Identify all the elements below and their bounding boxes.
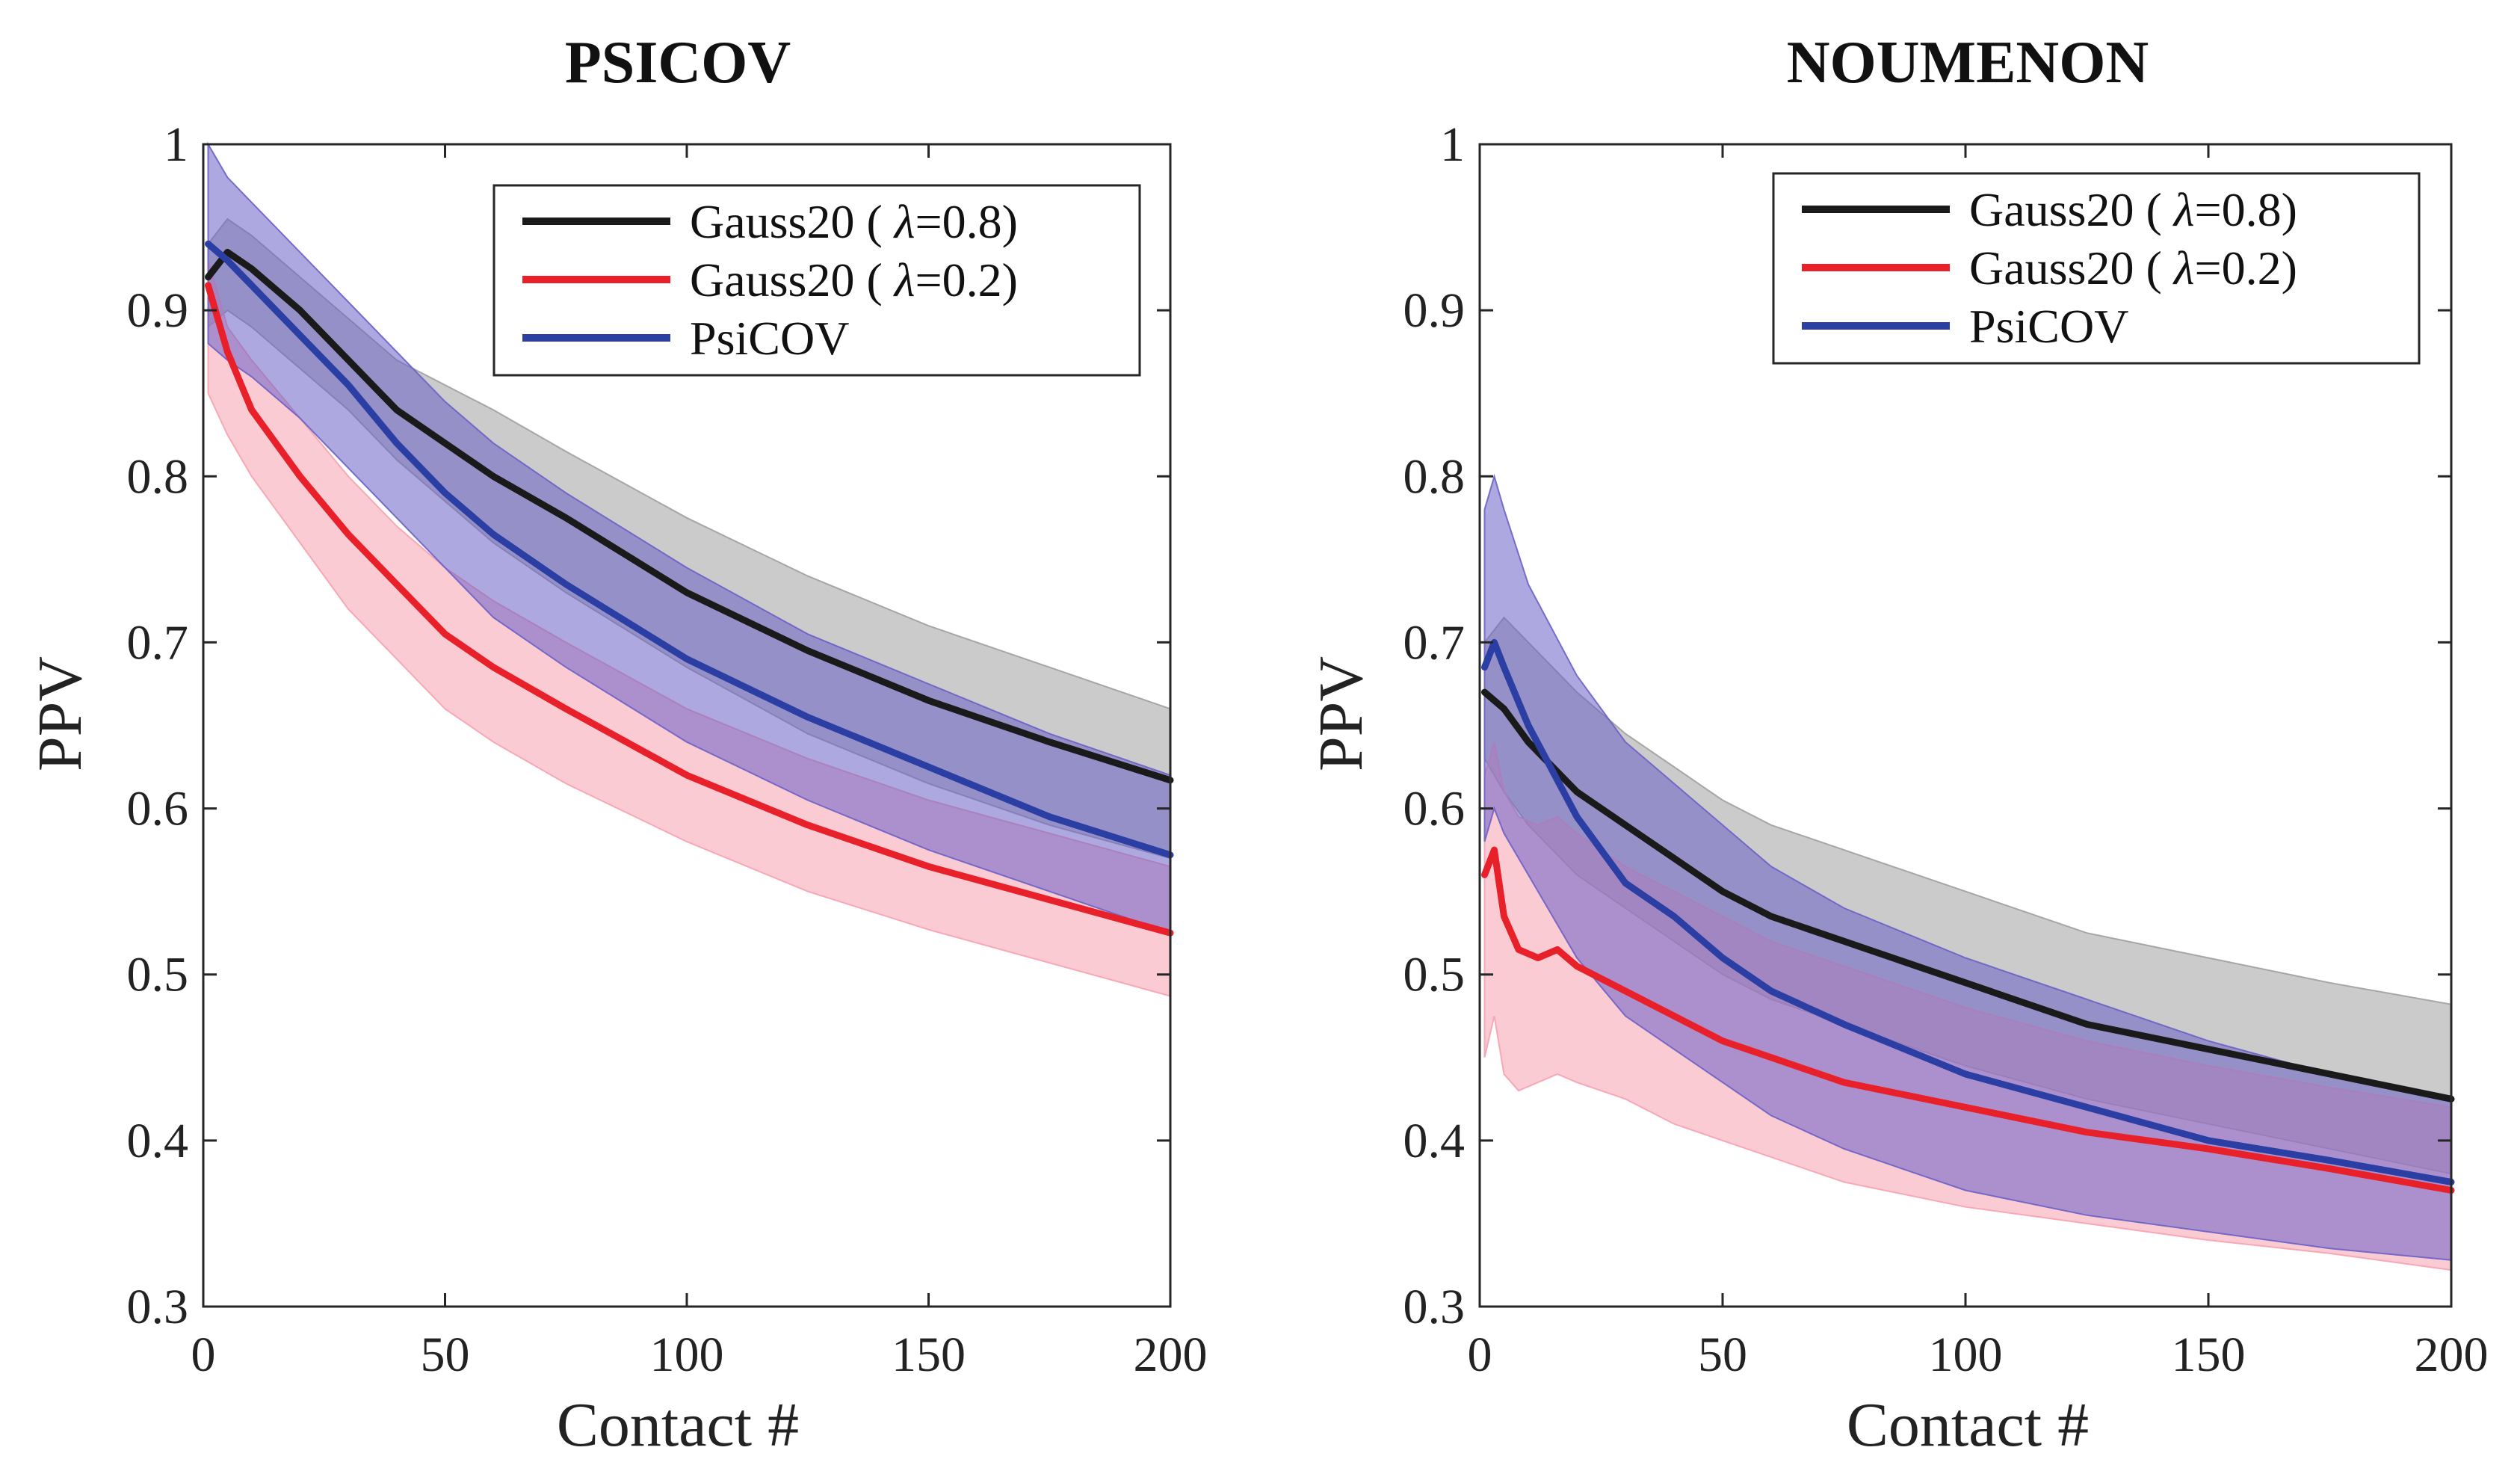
legend-label: Gauss20 ( λ=0.8) — [690, 195, 1018, 248]
series-line — [205, 248, 1174, 784]
y-tick-label: 0.3 — [127, 1280, 189, 1334]
series-line — [1481, 638, 2455, 1185]
x-tick-label: 200 — [2415, 1327, 2489, 1382]
series-line — [205, 282, 1174, 937]
x-tick-label: 0 — [1468, 1327, 1492, 1382]
y-tick-label: 0.7 — [1403, 615, 1466, 670]
x-axis-label: Contact # — [1847, 1390, 2089, 1460]
chart-title: PSICOV — [565, 30, 791, 96]
x-tick-label: 0 — [191, 1327, 216, 1382]
psicov-panel: PSICOV Contact # PPV 0 50 100 150 200 0.3 0.4 0… — [25, 30, 1208, 1460]
y-tick-label: 0.6 — [127, 782, 189, 836]
legend-label: PsiCOV — [1969, 300, 2128, 353]
y-tick-label: 0.9 — [127, 283, 189, 338]
y-tick-label: 1 — [164, 117, 188, 172]
y-tick-label: 0.3 — [1403, 1280, 1466, 1334]
y-tick-label: 0.4 — [1403, 1114, 1466, 1168]
legend-label: Gauss20 ( λ=0.2) — [1969, 241, 2297, 295]
legend-label: Gauss20 ( λ=0.2) — [690, 253, 1018, 306]
y-tick-label: 0.5 — [1403, 948, 1466, 1002]
x-axis-label: Contact # — [557, 1390, 799, 1460]
series-line — [1481, 846, 2455, 1194]
y-tick-label: 0.8 — [1403, 449, 1466, 504]
legend-label: PsiCOV — [690, 312, 849, 365]
x-tick-label: 150 — [2172, 1327, 2246, 1382]
series-line — [1481, 688, 2455, 1103]
chart-title: NOUMENON — [1787, 30, 2149, 96]
y-tick-label: 0.4 — [127, 1114, 189, 1168]
y-axis-label: PPV — [25, 656, 95, 771]
legend-label: Gauss20 ( λ=0.8) — [1969, 183, 2297, 236]
y-tick-label: 0.6 — [1403, 782, 1466, 836]
y-tick-label: 1 — [1440, 117, 1465, 172]
y-axis-label: PPV — [1306, 656, 1376, 771]
x-tick-label: 50 — [1698, 1327, 1747, 1382]
x-tick-label: 50 — [421, 1327, 470, 1382]
y-tick-label: 0.8 — [127, 449, 189, 504]
y-tick-label: 0.9 — [1403, 283, 1466, 338]
x-tick-label: 200 — [1134, 1327, 1208, 1382]
x-tick-label: 100 — [1929, 1327, 2003, 1382]
x-tick-label: 150 — [892, 1327, 966, 1382]
series-line — [205, 240, 1174, 859]
y-tick-label: 0.5 — [127, 948, 189, 1002]
noumenon-panel: NOUMENON Contact # PPV 0 50 100 150 200 0.3 0.… — [1306, 30, 2489, 1460]
y-tick-label: 0.7 — [127, 615, 189, 670]
x-tick-label: 100 — [650, 1327, 724, 1382]
